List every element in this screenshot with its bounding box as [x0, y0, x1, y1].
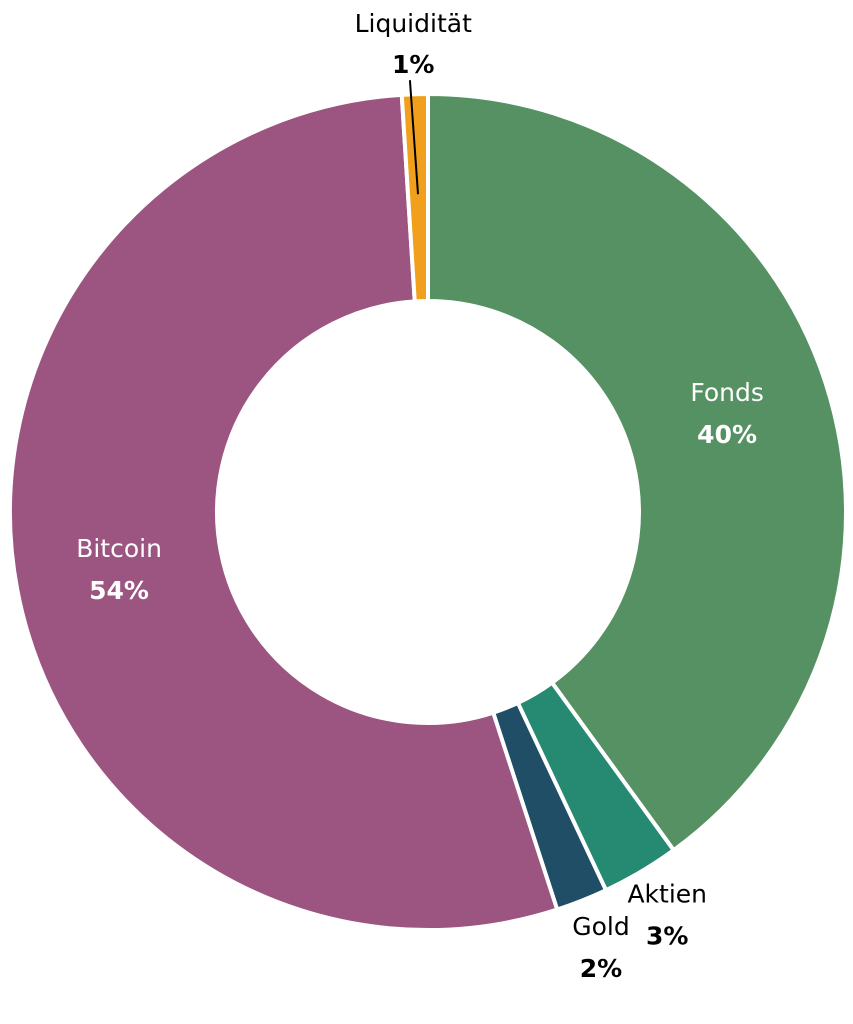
category-label: Gold — [572, 912, 629, 941]
value-label: 1% — [392, 50, 434, 79]
value-label: 2% — [580, 954, 622, 983]
value-label: 3% — [646, 922, 688, 951]
category-label: Fonds — [690, 378, 764, 407]
category-label: Bitcoin — [76, 534, 162, 563]
value-label: 40% — [697, 420, 757, 449]
donut-segment — [8, 92, 560, 932]
category-label: Aktien — [627, 880, 707, 909]
category-label: Liquidität — [355, 9, 472, 38]
donut-segment — [426, 91, 848, 853]
value-label: 54% — [89, 576, 149, 605]
leader-line — [408, 80, 420, 195]
